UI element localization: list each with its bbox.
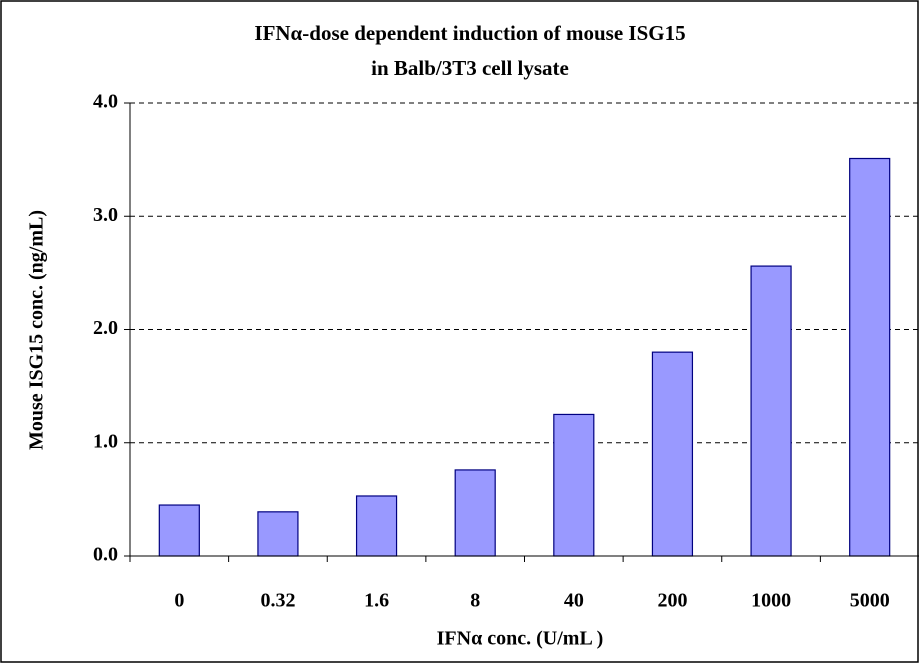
x-tick-label: 8 <box>470 590 480 612</box>
x-tick-label: 200 <box>657 590 687 612</box>
x-tick-label: 1.6 <box>364 590 389 612</box>
bar <box>355 495 398 557</box>
y-tick-label: 3.0 <box>93 204 118 226</box>
x-axis-label: IFNα conc. (U/mL ) <box>437 628 604 650</box>
bar <box>454 469 496 557</box>
y-tick-label: 0.0 <box>93 544 118 566</box>
bar <box>553 413 595 557</box>
y-tick-label: 1.0 <box>93 430 118 452</box>
chart-title: in Balb/3T3 cell lysate <box>371 56 569 80</box>
y-tick-label: 2.0 <box>93 317 118 339</box>
x-tick-label: 0.32 <box>260 590 295 612</box>
bar <box>849 157 891 557</box>
bar <box>158 504 200 557</box>
y-tick-label: 4.0 <box>93 91 118 113</box>
x-tick-label: 40 <box>564 590 584 612</box>
bar <box>750 265 792 557</box>
x-tick-label: 0 <box>174 590 184 612</box>
chart-title: IFNα-dose dependent induction of mouse I… <box>254 21 685 45</box>
y-axis-label: Mouse ISG15 conc. (ng/mL) <box>26 210 48 450</box>
x-tick-label: 1000 <box>751 590 791 612</box>
bar <box>651 351 694 557</box>
bar <box>257 511 299 557</box>
x-tick-label: 5000 <box>850 590 890 612</box>
